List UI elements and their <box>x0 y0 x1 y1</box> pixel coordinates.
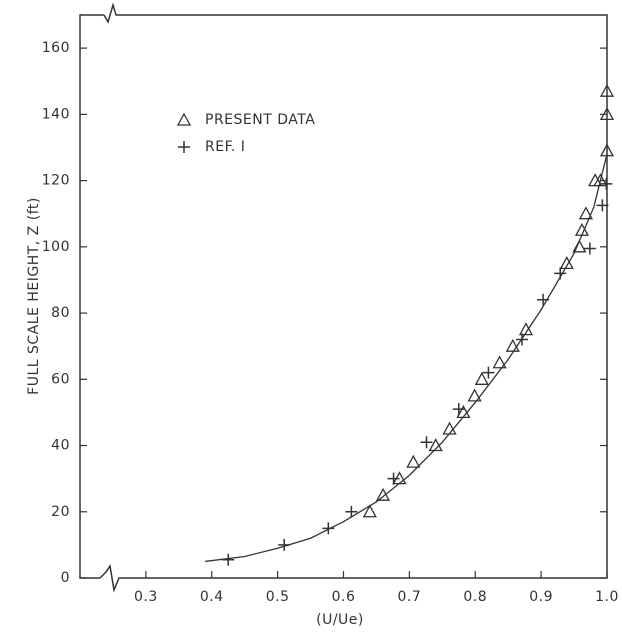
data-point <box>600 177 613 190</box>
data-point <box>406 454 421 468</box>
data-point <box>518 322 534 336</box>
data-point <box>574 222 590 236</box>
data-point <box>596 199 609 212</box>
x-tick-label: 0.6 <box>332 589 356 605</box>
data-point <box>278 538 291 551</box>
y-tick-label: 20 <box>51 504 70 520</box>
legend-marker <box>176 112 192 126</box>
y-tick-label: 140 <box>42 106 70 122</box>
x-tick-label: 0.4 <box>200 589 224 605</box>
data-point <box>375 487 391 501</box>
x-tick-label: 0.9 <box>529 589 553 605</box>
data-point <box>467 388 482 402</box>
data-point <box>428 438 443 452</box>
y-tick-label: 0 <box>61 570 70 586</box>
data-point <box>387 472 400 485</box>
data-point <box>559 256 574 270</box>
y-tick-label: 40 <box>51 438 70 454</box>
data-point <box>516 333 529 346</box>
data-point <box>442 421 457 435</box>
y-axis-label: FULL SCALE HEIGHT, Z (ft) <box>26 197 42 395</box>
data-point <box>505 338 520 352</box>
data-point <box>599 83 615 97</box>
data-point <box>420 436 433 449</box>
data-point <box>599 106 615 121</box>
data-point <box>599 143 615 157</box>
y-tick-label: 80 <box>51 305 70 321</box>
data-point <box>537 293 550 306</box>
data-point <box>593 173 608 187</box>
data-point <box>578 206 594 220</box>
legend-marker <box>178 141 190 153</box>
y-tick-label: 60 <box>51 371 70 387</box>
x-tick-label: 0.5 <box>266 589 290 605</box>
legend-label: REF. I <box>205 139 245 155</box>
y-tick-label: 160 <box>42 40 70 56</box>
x-tick-label: 0.3 <box>134 589 158 605</box>
x-axis-label: (U/Ue) <box>316 612 364 628</box>
data-point <box>482 366 495 379</box>
data-point <box>222 553 235 566</box>
data-point <box>492 355 507 369</box>
y-tick-label: 100 <box>42 239 70 255</box>
data-point <box>583 242 596 255</box>
data-point <box>554 267 567 280</box>
data-point <box>456 405 471 419</box>
x-tick-label: 0.8 <box>463 589 487 605</box>
axis-frame <box>79 2 608 593</box>
x-tick-label: 0.7 <box>397 589 421 605</box>
data-point <box>474 371 489 385</box>
data-point <box>362 504 377 518</box>
legend-label: PRESENT DATA <box>205 112 315 128</box>
x-tick-label: 1.0 <box>595 589 619 605</box>
data-point <box>345 505 358 518</box>
fit-curve <box>205 153 608 563</box>
data-point <box>452 403 465 416</box>
data-point <box>322 522 335 535</box>
data-point <box>572 239 587 253</box>
y-tick-label: 120 <box>42 173 70 189</box>
